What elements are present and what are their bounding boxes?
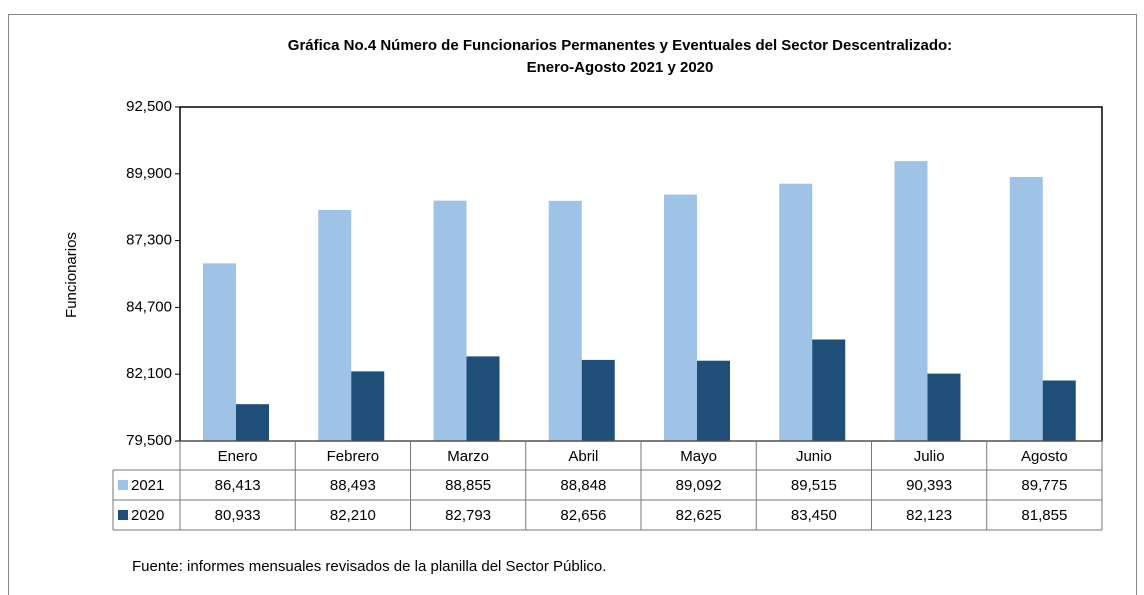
bar [1009,177,1043,441]
x-tick-label: Mayo [680,448,717,465]
x-tick-label: Junio [796,448,832,465]
x-tick-label: Febrero [327,448,380,465]
x-tick-label: Abril [568,448,598,465]
table-cell: 88,848 [560,477,606,494]
bar [894,161,928,441]
table-cell: 82,793 [445,507,491,524]
bar [351,371,385,441]
outer-border [8,14,1137,595]
legend-label: 2021 [131,477,164,494]
bar [927,373,961,441]
table-cell: 82,210 [330,507,376,524]
x-tick-label: Julio [914,448,945,465]
table-cell: 83,450 [791,507,837,524]
legend-key [118,510,128,520]
bar [581,359,615,441]
x-tick-label: Enero [218,448,258,465]
table-cell: 89,092 [676,477,722,494]
legend-label: 2020 [131,507,164,524]
table-cell: 86,413 [215,477,261,494]
y-axis-label: Funcionarios [63,232,80,318]
table-cell: 82,123 [906,507,952,524]
bar [466,356,500,441]
y-tick-label: 82,100 [126,365,172,382]
bar [433,200,467,441]
y-tick-label: 87,300 [126,232,172,249]
table-cell: 88,493 [330,477,376,494]
bar [697,360,730,441]
table-cell: 89,515 [791,477,837,494]
bar [812,339,846,441]
bar [779,183,813,442]
table-cell: 90,393 [906,477,952,494]
x-tick-label: Marzo [447,448,489,465]
chart-title: Enero-Agosto 2021 y 2020 [527,59,714,76]
chart-title: Gráfica No.4 Número de Funcionarios Perm… [288,37,952,54]
bar [548,200,582,441]
table-cell: 80,933 [215,507,261,524]
bar [236,404,269,441]
y-tick-label: 89,900 [126,165,172,182]
table-cell: 81,855 [1021,507,1067,524]
y-tick-label: 92,500 [126,98,172,115]
y-tick-label: 79,500 [126,432,172,449]
bar [1042,380,1076,441]
x-tick-label: Agosto [1021,448,1068,465]
table-cell: 88,855 [445,477,491,494]
legend-key [118,480,128,490]
y-tick-label: 84,700 [126,298,172,315]
table-cell: 82,625 [676,507,722,524]
bar [664,194,697,441]
table-cell: 89,775 [1021,477,1067,494]
table-cell: 82,656 [560,507,606,524]
source-note: Fuente: informes mensuales revisados de … [132,558,606,575]
bar [318,209,352,441]
bar [203,263,236,441]
